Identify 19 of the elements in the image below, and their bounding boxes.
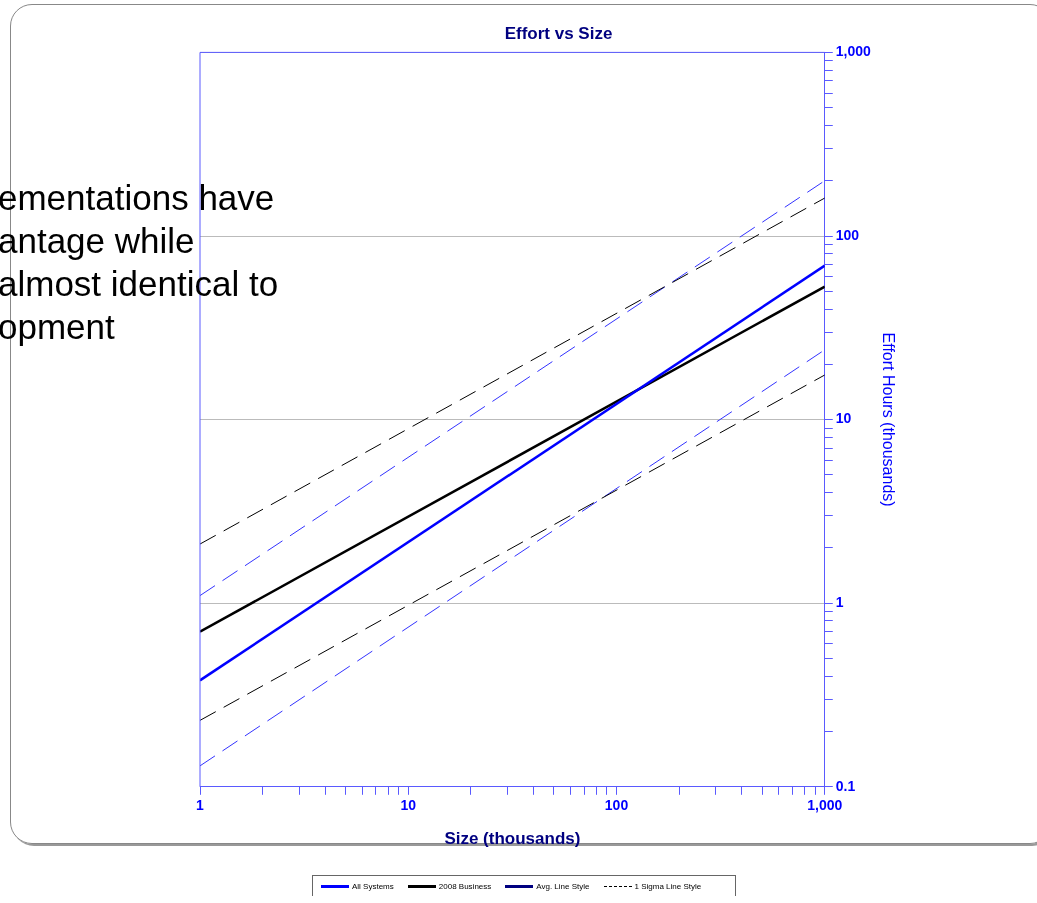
text: antage while [0,220,196,262]
legend-label: All Systems [352,881,394,891]
y-axis-title: Effort Hours (thousands) [879,332,897,507]
x-tick-label: 10 [400,797,417,814]
y-tick-label: 100 [835,226,860,243]
annotation: almost identical to [0,263,279,305]
x-tick-label: 1 [196,797,205,814]
y-tick-label: 1,000 [835,43,872,60]
x-axis-title: Size (thousands) [444,829,581,849]
annotation: ementations have [0,177,276,219]
y-tick-label: 1 [835,594,844,611]
text: 1 Sigma Line Style [634,881,702,891]
legend-label: 2008 Business [438,881,492,891]
x-tick-label: 100 [604,797,629,814]
y-tick-label: 0.1 [835,777,856,794]
text: Avg. Line Style [536,881,590,891]
text: opment [0,306,116,348]
chart-title: Effort vs Size [504,23,613,43]
y-tick-label: 10 [835,410,852,427]
